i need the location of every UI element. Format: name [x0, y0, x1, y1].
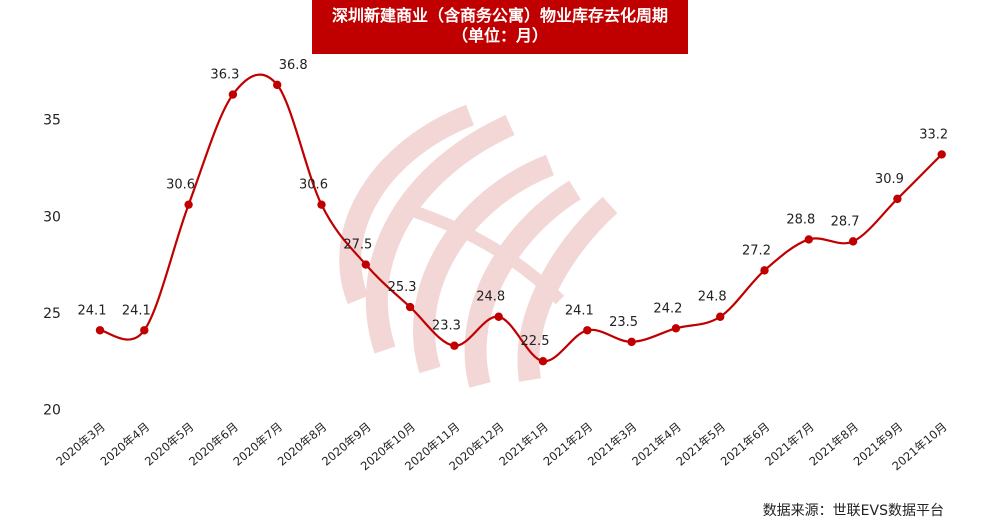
data-label: 24.2 — [653, 301, 682, 316]
data-label: 36.8 — [279, 58, 308, 73]
data-label: 30.6 — [166, 178, 195, 193]
data-label: 30.9 — [875, 172, 904, 187]
data-point — [848, 237, 858, 246]
source-note: 数据来源：世联EVS数据平台 — [762, 503, 944, 519]
y-tick-label: 35 — [43, 113, 61, 129]
chart-title: 深圳新建商业（含商务公寓）物业库存去化周期 — [331, 6, 668, 25]
data-label: 25.3 — [388, 280, 417, 295]
data-point — [140, 326, 149, 335]
data-point — [538, 356, 548, 366]
data-point — [716, 312, 725, 321]
data-point — [760, 266, 769, 275]
data-label: 30.6 — [299, 178, 328, 193]
y-tick-label: 30 — [43, 209, 61, 225]
data-point — [450, 341, 459, 350]
data-label: 24.8 — [476, 290, 505, 305]
data-labels: 24.1 24.1 30.6 36.3 36.8 30.6 27.5 25.3 23.3 24.8… — [78, 58, 949, 349]
data-point — [273, 80, 282, 90]
data-label: 24.8 — [698, 290, 727, 305]
data-point — [671, 324, 681, 333]
y-tick-label: 20 — [43, 403, 61, 419]
data-point — [405, 302, 415, 312]
watermark-logo — [339, 104, 618, 388]
data-point — [583, 326, 592, 335]
data-point — [317, 200, 326, 209]
data-label: 24.1 — [78, 303, 107, 318]
data-point — [804, 235, 813, 244]
data-label: 28.8 — [786, 212, 815, 227]
watermark-arc — [408, 204, 565, 305]
chart-title-box: 深圳新建商业（含商务公寓）物业库存去化周期 （单位：月） — [312, 0, 688, 54]
data-point — [494, 312, 503, 321]
data-label: 24.1 — [122, 303, 151, 318]
data-label: 33.2 — [919, 127, 948, 142]
x-axis: 2020年3月2020年4月2020年5月2020年6月2020年7月2020年… — [53, 420, 949, 474]
data-label: 36.3 — [210, 68, 239, 83]
chart-unit-subtitle: （单位：月） — [451, 26, 548, 45]
data-point — [184, 200, 193, 209]
series-line — [99, 73, 943, 363]
data-label: 28.7 — [831, 214, 860, 229]
data-label: 27.2 — [742, 243, 771, 258]
data-point — [95, 326, 105, 335]
data-label: 23.5 — [609, 315, 638, 330]
data-points — [95, 80, 946, 366]
data-label: 24.1 — [565, 303, 594, 318]
watermark-arc — [412, 154, 555, 374]
data-point — [893, 194, 902, 204]
watermark-arc — [339, 104, 475, 305]
data-point — [361, 260, 370, 269]
data-point — [627, 337, 636, 347]
data-label: 27.5 — [343, 238, 372, 253]
data-label: 22.5 — [521, 334, 550, 349]
data-point — [937, 150, 946, 159]
data-label: 23.3 — [432, 319, 461, 334]
watermark-arc — [464, 180, 581, 388]
watermark-arc — [365, 114, 515, 354]
y-axis: 20 25 30 35 — [43, 113, 61, 419]
y-tick-label: 25 — [43, 306, 61, 322]
data-point — [228, 90, 238, 99]
